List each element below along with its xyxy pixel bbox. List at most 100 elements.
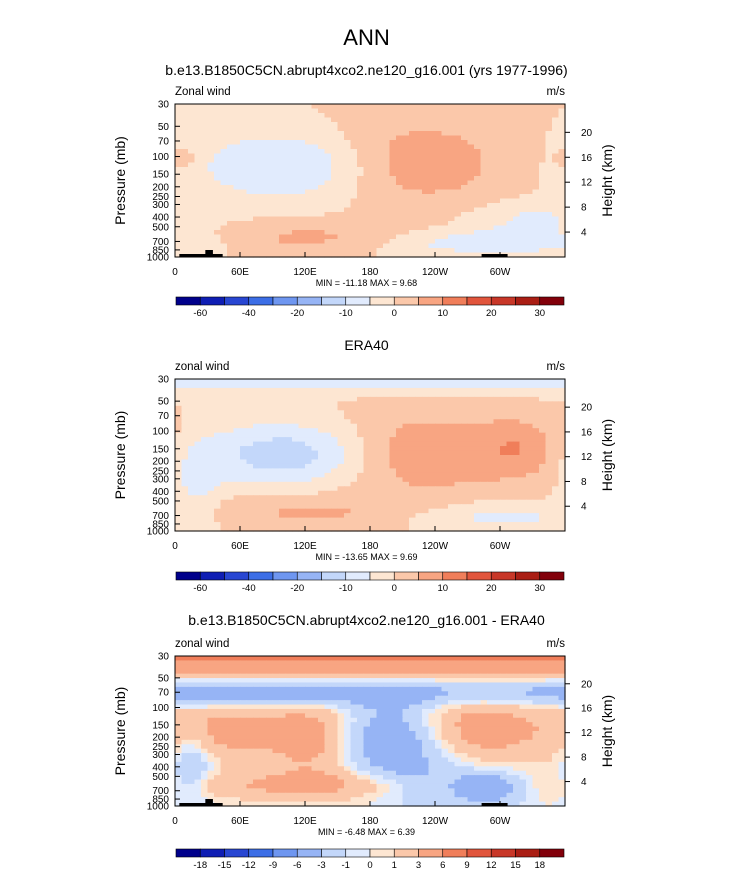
field-cell [363,495,371,501]
field-cell [474,113,482,119]
field-cell [415,472,423,478]
field-cell [402,126,410,132]
field-cell [532,522,540,528]
field-cell [337,392,345,398]
field-cell [350,704,358,710]
field-cell [558,239,566,245]
field-cell [480,176,488,182]
field-cell [207,477,215,483]
field-cell [298,117,306,123]
lon-tick-label: 120E [293,267,317,278]
field-cell [305,428,313,434]
field-cell [318,450,326,456]
field-cell [396,383,404,389]
field-cell [552,122,560,128]
field-cell [545,185,553,191]
field-cell [409,108,417,114]
field-cell [428,437,436,443]
field-cell [526,252,534,258]
field-cell [272,423,280,429]
field-cell [376,243,384,249]
field-cell [324,495,332,501]
field-cell [227,117,235,123]
field-cell [493,678,501,684]
field-cell [552,194,560,200]
field-cell [383,450,391,456]
field-cell [441,695,449,701]
field-cell [175,383,183,389]
field-cell [428,405,436,411]
field-cell [461,517,469,523]
colorbar-box [442,571,468,581]
field-cell [383,117,391,123]
field-cell [350,122,358,128]
field-cell [500,504,508,510]
field-cell [292,230,300,236]
field-cell [558,414,566,420]
field-cell [272,495,280,501]
field-cell [422,167,430,173]
field-cell [467,252,475,258]
field-cell [227,513,235,519]
field-cell [194,207,202,213]
field-cell [194,392,202,398]
field-cell [513,504,521,510]
field-cell [207,189,215,195]
field-cell [214,135,222,141]
field-cell [363,225,371,231]
field-cell [454,140,462,146]
field-cell [266,477,274,483]
field-cell [337,513,345,519]
field-cell [363,149,371,155]
field-cell [175,664,183,670]
field-cell [233,167,241,173]
field-cell [240,185,248,191]
field-cell [350,180,358,186]
field-cell [181,383,189,389]
field-cell [526,379,534,385]
field-cell [292,455,300,461]
field-cell [220,131,228,137]
field-cell [539,517,547,523]
field-cell [558,225,566,231]
field-cell [324,526,332,532]
field-cell [194,513,202,519]
field-cell [513,153,521,159]
field-cell [207,664,215,670]
field-cell [272,221,280,227]
field-cell [539,216,547,222]
field-cell [448,252,456,258]
field-cell [396,207,404,213]
field-cell [513,104,521,110]
field-cell [422,252,430,258]
field-cell [396,682,404,688]
field-cell [493,472,501,478]
field-cell [474,691,482,697]
field-cell [389,423,397,429]
field-cell [266,221,274,227]
field-cell [344,700,352,706]
field-cell [246,682,254,688]
field-cell [214,437,222,443]
field-cell [519,410,527,416]
field-cell [487,401,495,407]
field-cell [233,189,241,195]
field-cell [519,472,527,478]
field-cell [545,513,553,519]
field-cell [259,669,267,675]
field-cell [227,419,235,425]
field-cell [266,472,274,478]
field-cell [493,126,501,132]
field-cell [435,189,443,195]
field-cell [519,221,527,227]
field-cell [194,383,202,389]
field-cell [506,216,514,222]
field-cell [324,419,332,425]
field-cell [435,526,443,532]
field-cell [305,508,313,514]
field-cell [201,700,209,706]
field-cell [175,517,183,523]
field-cell [552,185,560,191]
field-cell [240,171,248,177]
field-cell [246,499,254,505]
